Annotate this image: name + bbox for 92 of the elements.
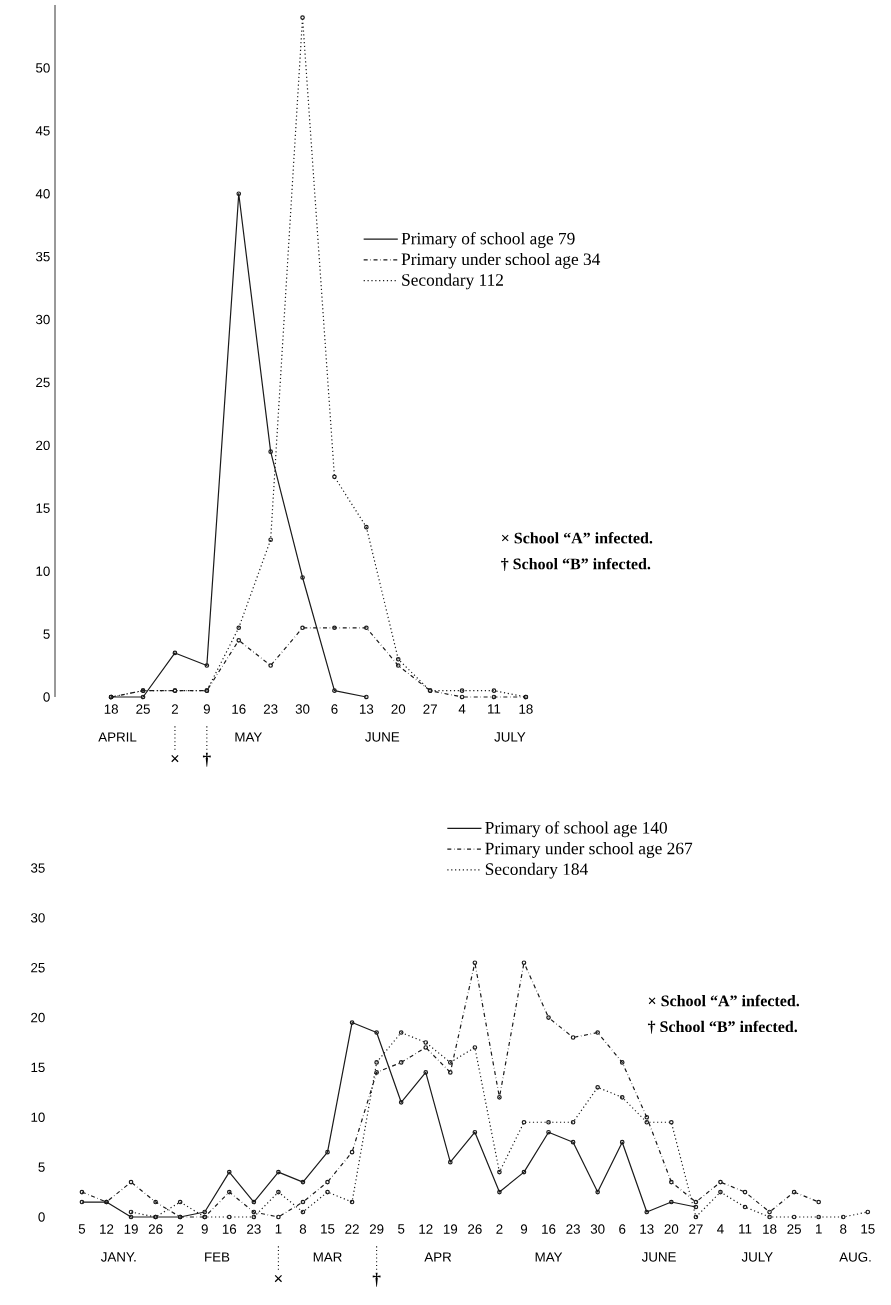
x-tick-label: 18	[763, 1224, 777, 1234]
x-tick-label: 22	[345, 1224, 359, 1234]
text: MAR	[313, 1252, 342, 1262]
x-tick-label: 15	[321, 1224, 335, 1234]
x-tick-label: 2	[177, 1224, 184, 1234]
y-tick-label: 15	[36, 503, 50, 513]
ref-line-label: †	[372, 1272, 381, 1287]
legend-label: Primary under school age 34	[401, 252, 601, 269]
x-tick-label: 1	[275, 1224, 282, 1234]
y-tick-label: 5	[38, 1162, 45, 1172]
x-tick-label: 19	[124, 1224, 138, 1234]
text: MAY	[235, 732, 262, 742]
x-tick-label: 16	[222, 1224, 237, 1234]
x-tick-label: 12	[419, 1224, 433, 1234]
x-tick-label: 11	[488, 704, 501, 714]
x-tick-label: 26	[468, 1224, 482, 1234]
x-tick-label: 1	[816, 1224, 822, 1234]
x-tick-label: 4	[458, 704, 466, 714]
text: JUNE	[641, 1252, 676, 1262]
x-tick-label: 11	[739, 1224, 752, 1234]
annotation: × School “A” infected.	[501, 532, 653, 544]
x-tick-label: 15	[861, 1224, 875, 1234]
x-tick-label: 30	[590, 1224, 605, 1234]
text: AUG.	[839, 1252, 871, 1262]
y-tick-label: 35	[30, 863, 45, 873]
y-tick-label: 30	[30, 913, 45, 923]
x-tick-label: 19	[443, 1224, 458, 1234]
x-tick-label: 16	[232, 704, 246, 714]
x-tick-label: 4	[717, 1224, 724, 1234]
y-tick-label: 0	[38, 1212, 45, 1222]
y-tick-label: 15	[31, 1062, 45, 1073]
x-tick-label: 8	[299, 1224, 307, 1234]
x-tick-label: 12	[100, 1224, 114, 1234]
text: MAY	[535, 1252, 563, 1262]
legend-label: Secondary 184	[485, 862, 588, 879]
y-tick-label: 20	[36, 440, 50, 451]
text: JULY	[741, 1252, 773, 1262]
y-tick-label: 20	[31, 1012, 45, 1023]
x-tick-label: 6	[619, 1224, 626, 1234]
text: APR	[424, 1252, 452, 1262]
x-tick-label: 13	[640, 1224, 654, 1234]
y-tick-label: 45	[35, 126, 50, 136]
x-tick-label: 23	[263, 704, 278, 714]
y-tick-label: 30	[35, 314, 50, 325]
y-tick-label: 50	[36, 63, 50, 73]
x-tick-label: 2	[171, 704, 178, 714]
text: JULY	[494, 732, 526, 742]
ref-line-label: ×	[171, 754, 179, 763]
x-tick-label: 16	[542, 1224, 556, 1234]
x-tick-label: 5	[78, 1224, 86, 1234]
x-tick-label: 5	[398, 1224, 405, 1234]
y-tick-label: 40	[35, 189, 50, 199]
annotation: × School “A” infected.	[648, 994, 800, 1007]
ref-line-label: ×	[274, 1274, 282, 1283]
x-tick-label: 18	[519, 704, 533, 714]
x-tick-label: 27	[689, 1224, 703, 1234]
x-tick-label: 25	[136, 704, 150, 714]
y-tick-label: 25	[31, 962, 45, 973]
legend-label: Secondary 112	[402, 273, 503, 290]
x-tick-label: 27	[423, 704, 437, 714]
annotation: † School “B” infected.	[501, 557, 651, 572]
text: JUNE	[365, 732, 400, 742]
x-tick-label: 30	[295, 704, 310, 714]
x-tick-label: 6	[331, 704, 338, 714]
annotation: † School “B” infected.	[647, 1020, 798, 1034]
x-tick-label: 18	[104, 704, 118, 714]
y-tick-label: 10	[31, 1112, 45, 1122]
y-tick-label: 10	[36, 566, 50, 576]
x-tick-label: 13	[359, 704, 374, 714]
legend-label: Primary of school age 79	[401, 232, 575, 248]
y-tick-label: 25	[36, 377, 50, 388]
y-tick-label: 35	[35, 251, 50, 262]
x-tick-label: 25	[787, 1224, 801, 1234]
x-tick-label: 23	[247, 1224, 261, 1234]
x-tick-label: 9	[520, 1224, 528, 1234]
text: APRIL	[98, 732, 137, 742]
y-tick-label: 5	[43, 629, 50, 639]
legend-label: Primary under school age 267	[485, 842, 693, 858]
text: FEB	[205, 1252, 230, 1262]
x-tick-label: 9	[201, 1224, 208, 1234]
x-tick-label: 9	[203, 704, 210, 714]
x-tick-label: 23	[566, 1224, 580, 1234]
x-tick-label: 2	[496, 1224, 503, 1234]
x-tick-label: 20	[664, 1224, 679, 1234]
ref-line-label: †	[202, 752, 211, 767]
x-tick-label: 8	[840, 1224, 847, 1234]
text: JANY.	[100, 1252, 136, 1262]
y-tick-label: 0	[43, 692, 50, 702]
x-tick-label: 26	[148, 1224, 163, 1234]
x-tick-label: 20	[391, 704, 406, 714]
x-tick-label: 29	[369, 1224, 384, 1234]
legend-label: Primary of school age 140	[485, 821, 667, 838]
